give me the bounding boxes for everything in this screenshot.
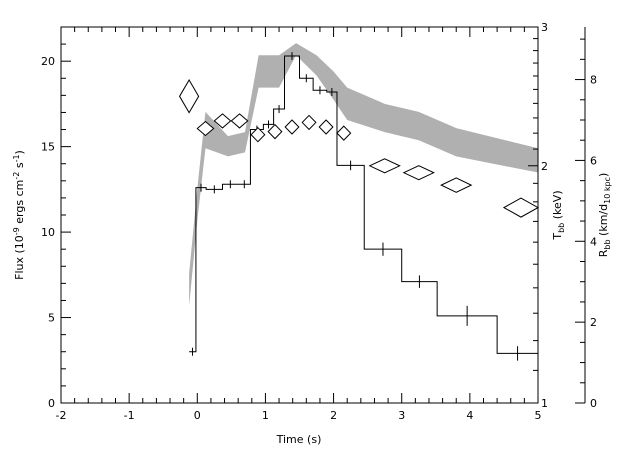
y-outer-right-tick-label: 2 <box>590 316 597 329</box>
x-axis-title: Time (s) <box>276 433 322 446</box>
x-tick-label: -1 <box>124 409 135 422</box>
x-tick-label: 1 <box>262 409 269 422</box>
kt-diamond-point <box>230 113 249 129</box>
rbb-band <box>189 43 538 306</box>
y-left-tick-label: 10 <box>41 226 55 239</box>
kt-diamond-point <box>402 165 435 181</box>
y-inner-right-tick-label: 2 <box>541 160 548 173</box>
inner-right-axis-title: Tbb (keV) <box>551 190 566 240</box>
y-outer-right-tick-label: 0 <box>590 397 597 410</box>
x-tick-label: 5 <box>535 409 542 422</box>
kt-diamond-point <box>301 114 317 131</box>
kt-diamond-point <box>336 125 352 141</box>
y-left-tick-label: 15 <box>41 141 55 154</box>
kt-diamond-point <box>267 123 283 140</box>
x-tick-label: 3 <box>398 409 405 422</box>
y-left-tick-label: 5 <box>48 312 55 325</box>
x-tick-label: 4 <box>466 409 473 422</box>
kt-diamond-point <box>368 158 401 174</box>
kt-diamond-point <box>284 119 300 135</box>
rbb-band-layer <box>189 43 538 306</box>
flux-histogram-layer <box>189 52 538 361</box>
kt-diamond-point <box>440 177 473 193</box>
y-left-tick-label: 20 <box>41 55 55 68</box>
flux-histogram-line <box>189 55 538 354</box>
tick-layer <box>60 26 585 404</box>
y-outer-right-tick-label: 6 <box>590 154 597 167</box>
y-inner-right-tick-label: 1 <box>541 397 548 410</box>
y-outer-right-tick-label: 4 <box>590 235 597 248</box>
y-left-tick-label: 0 <box>48 397 55 410</box>
kt-diamond-point <box>178 78 200 114</box>
x-tick-label: 0 <box>194 409 201 422</box>
outer-right-axis-title: Rbb (km/d10 kpc) <box>597 173 612 258</box>
kt-diamond-point <box>318 119 334 135</box>
x-tick-label: -2 <box>56 409 67 422</box>
kt-diamond-point <box>502 197 540 218</box>
kt-diamond-point <box>250 126 266 143</box>
left-axis-title: Flux (10-9 ergs cm-2 s-1) <box>12 150 26 280</box>
x-tick-label: 2 <box>330 409 337 422</box>
y-outer-right-tick-label: 8 <box>590 74 597 87</box>
plot-frame <box>60 26 539 404</box>
kt-diamond-point <box>196 120 215 137</box>
y-inner-right-tick-label: 3 <box>541 21 548 34</box>
kt-diamond-layer <box>178 78 540 218</box>
tick-label-layer: -2 -1 0 1 2 3 4 5 0 5 10 15 20 1 2 3 0 2 4 6 8 <box>41 21 597 422</box>
